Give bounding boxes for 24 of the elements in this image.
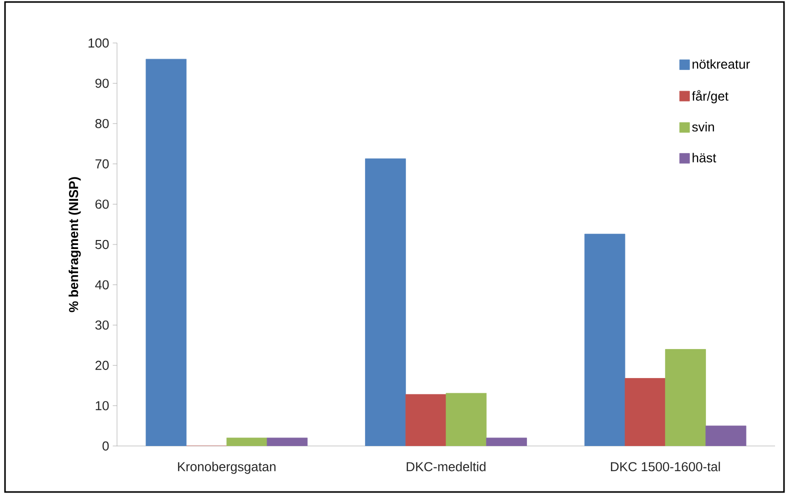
legend-label: svin — [692, 122, 714, 132]
y-tick-label: 10 — [96, 401, 109, 410]
y-tick-label: 20 — [95, 360, 109, 370]
x-tick-label: DKC-medeltid — [406, 462, 486, 472]
legend-label: häst — [692, 152, 716, 162]
bar — [226, 438, 268, 446]
y-tick-label: 80 — [95, 118, 109, 128]
bar — [624, 378, 666, 446]
bar — [405, 394, 446, 446]
bar — [446, 392, 487, 446]
x-tick-label: Kronobergsgatan — [178, 462, 276, 474]
y-tick-label: 90 — [95, 78, 109, 88]
y-tick-label: 40 — [95, 280, 109, 290]
y-axis-title: % benfragment (NISP) — [68, 177, 81, 312]
legend-label: får/get — [692, 90, 728, 104]
y-tick-label: 100 — [88, 38, 109, 48]
y-tick-label: 50 — [95, 240, 109, 250]
legend-label: nötkreatur — [692, 59, 750, 69]
x-tick-label: DKC 1500-1600-tal — [610, 462, 720, 472]
y-tick-label: 70 — [96, 159, 109, 168]
y-tick-label: 30 — [95, 320, 109, 330]
y-tick-label: 60 — [95, 200, 109, 209]
y-tick-label: 0 — [102, 441, 109, 451]
bar — [665, 349, 706, 446]
